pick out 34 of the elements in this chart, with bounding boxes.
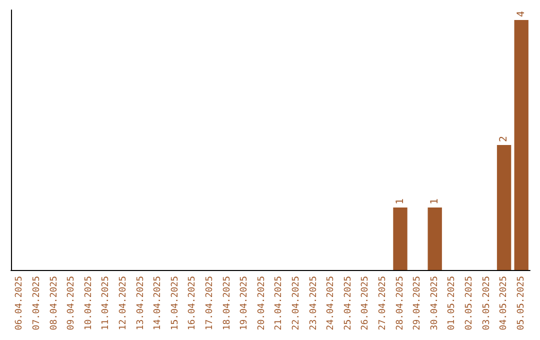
x-tick-label: 22.04.2025 — [291, 276, 302, 330]
x-tick-label: 11.04.2025 — [101, 276, 112, 330]
x-tick-label: 23.04.2025 — [308, 276, 319, 330]
x-tick-label: 01.05.2025 — [447, 276, 458, 330]
x-tick-label: 18.04.2025 — [222, 276, 232, 330]
x-tick-label: 30.04.2025 — [430, 276, 440, 330]
x-tick-label: 20.04.2025 — [256, 276, 267, 330]
x-tick-label: 09.04.2025 — [66, 276, 77, 330]
x-tick-label: 28.04.2025 — [395, 276, 406, 330]
data-label: 1 — [394, 198, 406, 204]
data-label: 2 — [498, 136, 510, 142]
data-label: 4 — [516, 10, 527, 17]
x-tick-label: 12.04.2025 — [118, 276, 128, 330]
data-label: 1 — [429, 198, 440, 204]
x-tick-label: 26.04.2025 — [360, 276, 371, 330]
x-tick-label: 07.04.2025 — [32, 276, 42, 330]
x-tick-label: 10.04.2025 — [84, 276, 94, 330]
x-tick-label: 15.04.2025 — [170, 276, 180, 330]
x-tick-label: 05.05.2025 — [516, 276, 526, 330]
x-tick-label: 16.04.2025 — [188, 276, 198, 330]
x-tick-label: 24.04.2025 — [326, 276, 336, 330]
x-tick-label: 02.05.2025 — [464, 276, 474, 330]
x-tick-label: 14.04.2025 — [153, 276, 164, 330]
x-tick-label: 08.04.2025 — [49, 276, 60, 330]
x-tick-label: 04.05.2025 — [499, 276, 510, 330]
x-tick-label: 21.04.2025 — [274, 276, 284, 330]
x-tick-label: 25.04.2025 — [343, 276, 354, 330]
x-tick-label: 27.04.2025 — [378, 276, 388, 330]
x-tick-label: 29.04.2025 — [412, 276, 423, 330]
x-tick-label: 06.04.2025 — [14, 276, 25, 330]
x-tick-label: 17.04.2025 — [204, 276, 215, 330]
x-tick-label: 13.04.2025 — [136, 276, 146, 330]
x-tick-label: 19.04.2025 — [240, 276, 250, 330]
x-tick-label: 03.05.2025 — [482, 276, 492, 330]
